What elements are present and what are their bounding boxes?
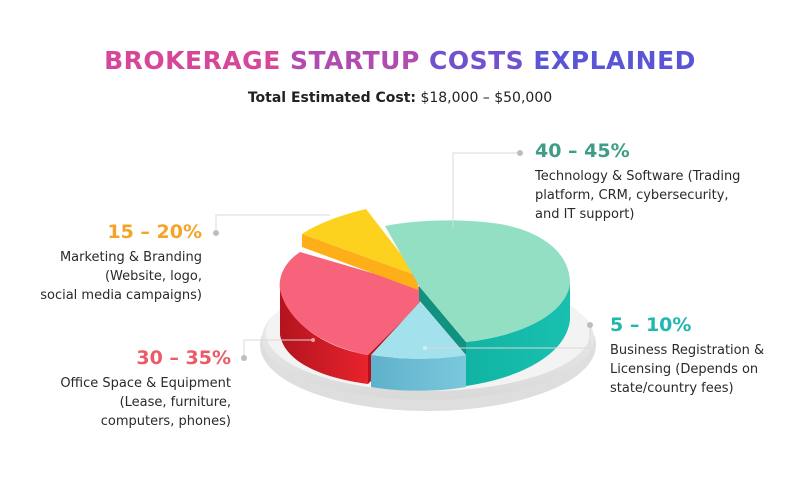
pct-registration: 5 – 10% [610,314,692,336]
subtitle-label: Total Estimated Cost: [247,90,416,106]
page-title: BROKERAGE STARTUP COSTS EXPLAINED [0,46,800,75]
pct-marketing: 15 – 20% [107,221,202,243]
label-office: 30 – 35% Office Space & Equipment (Lease… [20,346,231,431]
pct-office: 30 – 35% [136,347,231,369]
desc-office: Office Space & Equipment (Lease, furnitu… [60,376,231,429]
label-marketing: 15 – 20% Marketing & Branding (Website, … [20,220,202,305]
title-word-2: STARTUP [290,46,420,75]
title-word-4: EXPLAINED [533,46,696,75]
label-registration: 5 – 10% Business Registration & Licensin… [610,313,795,398]
label-technology: 40 – 45% Technology & Software (Trading … [535,139,775,224]
title-word-3: COSTS [429,46,525,75]
callout-connectors [215,152,591,358]
slice-registration [371,302,466,391]
desc-registration: Business Registration & Licensing (Depen… [610,343,765,396]
pct-technology: 40 – 45% [535,140,630,162]
subtitle-value: $18,000 – $50,000 [420,90,553,106]
callout-dots [213,150,593,361]
slice-marketing [302,209,418,290]
desc-technology: Technology & Software (Trading platform,… [535,169,741,222]
title-word-1: BROKERAGE [104,46,281,75]
desc-marketing: Marketing & Branding (Website, logo, soc… [40,250,202,303]
slice-technology [385,220,570,386]
subtitle: Total Estimated Cost: $18,000 – $50,000 [0,90,800,106]
